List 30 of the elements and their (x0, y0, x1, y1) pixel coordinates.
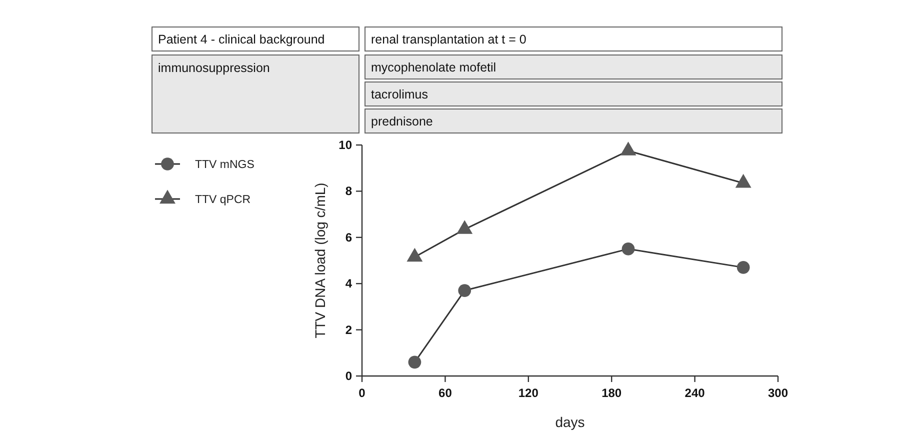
text: immunosuppression (158, 61, 270, 75)
legend-label: TTV qPCR (195, 194, 251, 206)
y-tick-label: 6 (345, 230, 352, 244)
point (735, 174, 752, 188)
x-axis-title: days (555, 414, 585, 430)
text: renal transplantation at t = 0 (371, 32, 526, 46)
y-tick-label: 2 (345, 322, 352, 337)
text: mycophenolate mofetil (371, 60, 496, 74)
y-tick-label: 10 (338, 138, 352, 152)
x-tick-label: 240 (684, 386, 706, 400)
x-tick-label: 300 (768, 386, 788, 400)
y-tick-label: 4 (345, 276, 352, 291)
x-tick-label: 0 (358, 386, 366, 400)
point (456, 220, 473, 234)
point (408, 356, 422, 369)
point (736, 261, 750, 274)
legend-label: TTV mNGS (195, 159, 255, 171)
text: Patient 4 - clinical background (158, 32, 325, 46)
y-tick-label: 8 (345, 184, 352, 198)
x-tick-label: 180 (602, 386, 622, 400)
x-tick-label: 120 (518, 386, 539, 400)
y-axis-title: TTV DNA load (log c/mL) (312, 182, 328, 338)
point (620, 142, 636, 156)
y-tick-label: 0 (345, 369, 352, 383)
point (458, 284, 472, 297)
text: tacrolimus (371, 88, 428, 102)
point (406, 248, 423, 262)
point (622, 242, 635, 256)
text: prednisone (371, 114, 433, 128)
x-tick-label: 60 (438, 386, 452, 400)
